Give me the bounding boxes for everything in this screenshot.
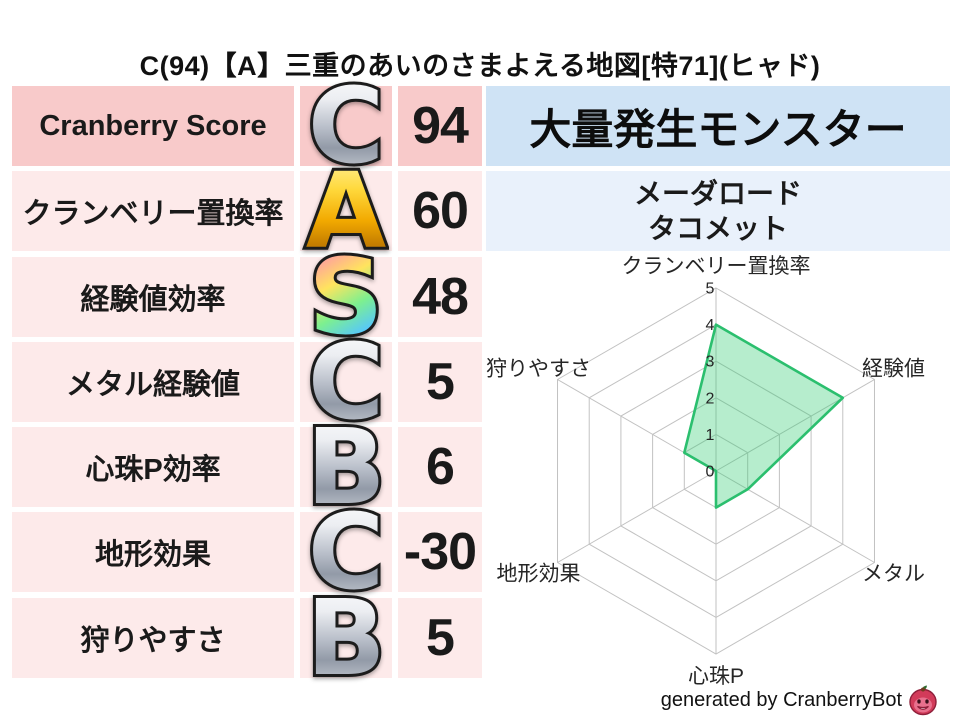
svg-text:2: 2 [706, 390, 715, 407]
stat-value: 48 [398, 256, 482, 337]
svg-text:メタル: メタル [862, 563, 925, 586]
grade-icon: SS [300, 242, 392, 352]
radar-data-polygon [683, 323, 845, 509]
svg-text:クランベリー置換率: クランベリー置換率 [622, 255, 811, 278]
stat-label: 地形効果 [12, 512, 294, 593]
svg-text:心珠P: 心珠P [688, 665, 744, 688]
stat-value: 6 [398, 427, 482, 508]
footer: generated by CranberryBot [661, 684, 938, 716]
credit-text: generated by CranberryBot [660, 688, 902, 711]
svg-text:3: 3 [706, 354, 715, 371]
stat-value: 5 [398, 341, 482, 422]
stat-value: 5 [398, 597, 482, 678]
grade-icon: BB [300, 412, 392, 522]
grade-icon: CC [300, 497, 392, 607]
grade-icon: BB [300, 583, 392, 693]
monster-header: 大量発生モンスター [486, 86, 950, 166]
stat-label: 狩りやすさ [12, 597, 294, 678]
grade-icon: CC [300, 71, 392, 181]
svg-text:0: 0 [706, 464, 715, 481]
stat-value: 94 [398, 86, 482, 166]
stats-table: Cranberry Score CC 94 クランベリー置換率 AA 60 経験… [12, 71, 482, 693]
stat-value: 60 [398, 171, 482, 252]
stat-value: -30 [398, 512, 482, 593]
monster-name: メーダロード [633, 178, 802, 209]
svg-text:地形効果: 地形効果 [496, 563, 580, 586]
stat-label: 心珠P効率 [12, 427, 294, 508]
cranberry-logo-icon [909, 685, 937, 716]
svg-text:経験値: 経験値 [862, 358, 925, 381]
svg-text:1: 1 [706, 427, 715, 444]
stat-label: メタル経験値 [12, 341, 294, 422]
svg-text:狩りやすさ: 狩りやすさ [486, 358, 591, 381]
stat-label: クランベリー置換率 [12, 171, 294, 252]
page-title: C(94)【A】三重のあいのさまよえる地図[特71](ヒャド) [139, 51, 821, 81]
grade-icon: CC [300, 327, 392, 437]
radar-chart-area: 0 1 2 3 4 5 クランベリー置換率経験値メタル心珠P 地形効果 狩りやすさ [480, 250, 960, 720]
svg-text:4: 4 [706, 317, 715, 334]
svg-text:5: 5 [706, 281, 715, 298]
stat-label: Cranberry Score [12, 86, 294, 166]
grade-icon: AA [300, 156, 392, 266]
monster-name: タコメット [647, 213, 788, 244]
radar-tick-labels: 0 1 2 3 4 5 [706, 281, 715, 481]
stat-label: 経験値効率 [12, 256, 294, 337]
monster-list: メーダロード タコメット [486, 171, 950, 251]
